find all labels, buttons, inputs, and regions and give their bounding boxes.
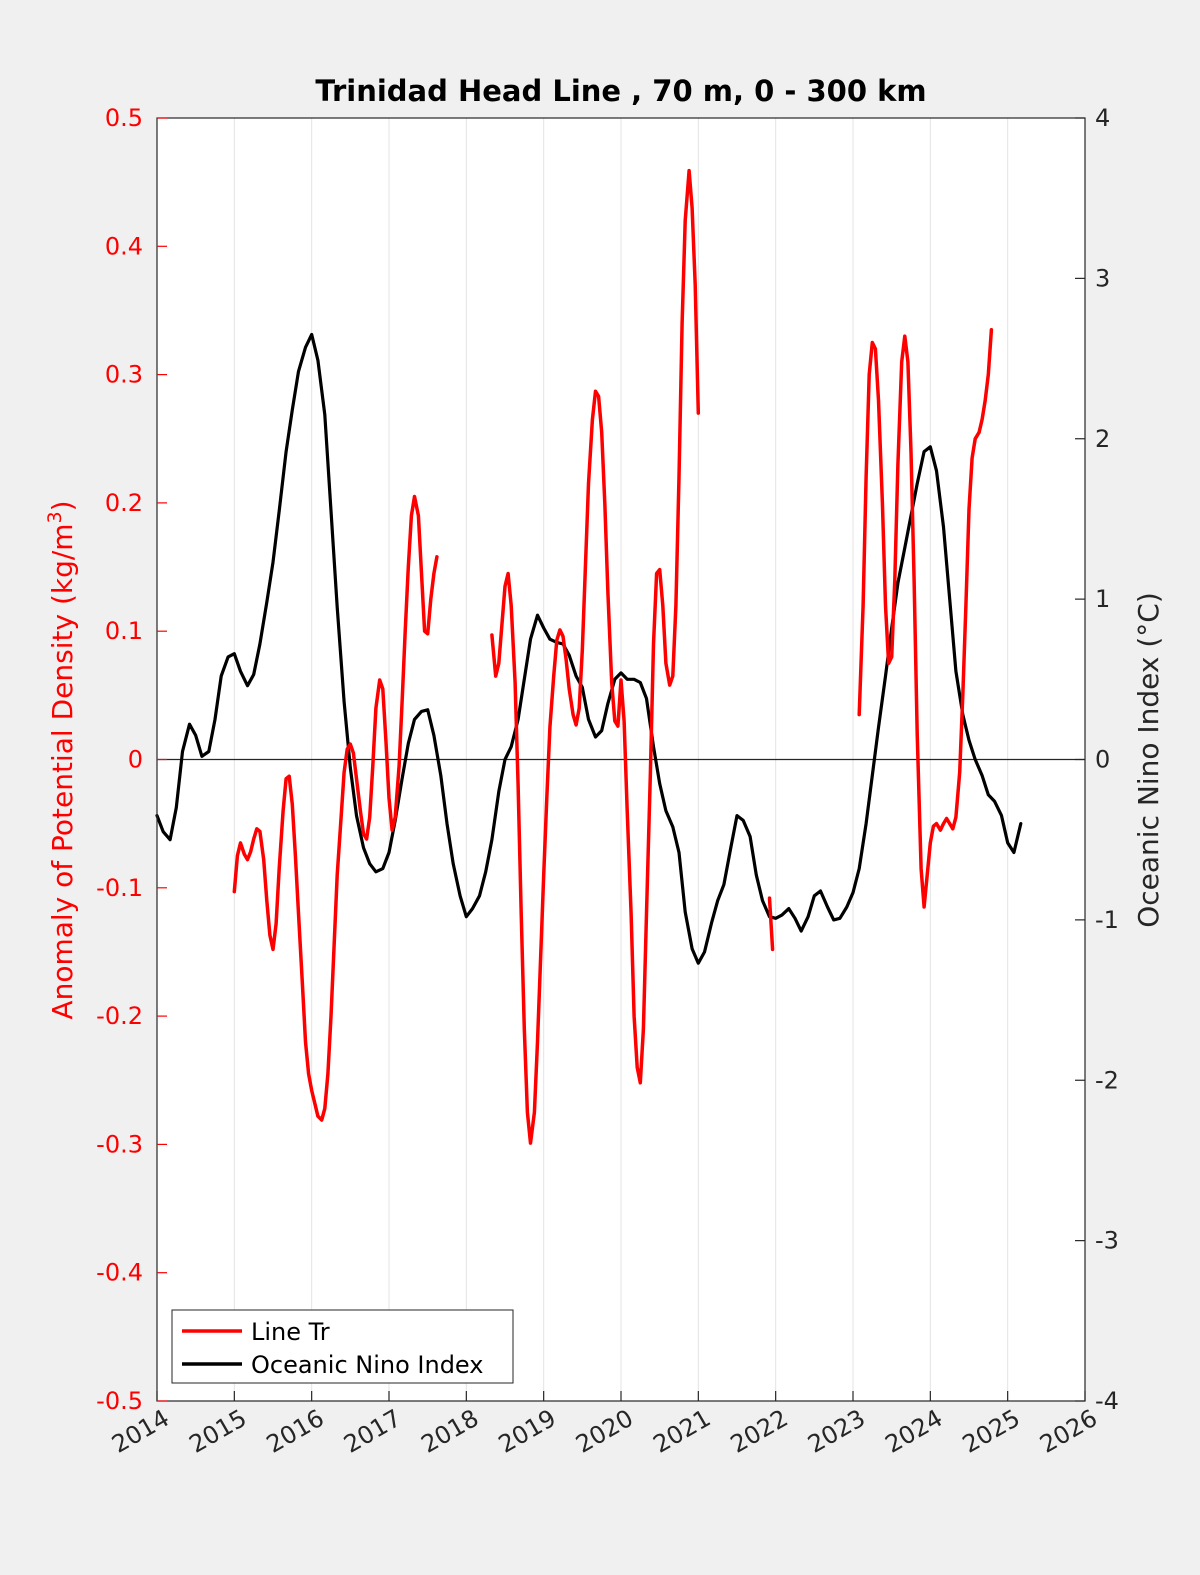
series-line-tr-segment-4 <box>857 327 994 909</box>
y-left-tick-label: -0.2 <box>96 1002 143 1030</box>
y-left-tick-label: -0.4 <box>96 1259 143 1287</box>
y-axis-left-label-main: Anomaly of Potential Density (kg/m <box>46 523 79 1019</box>
y-right-tick-label: 4 <box>1095 104 1110 132</box>
y-right-tick-label: -1 <box>1095 906 1119 934</box>
y-axis-right-label: Oceanic Nino Index (°C) <box>1132 592 1165 928</box>
y-right-tick-label: 2 <box>1095 425 1110 453</box>
series-layer <box>155 168 1023 1145</box>
y-left-tick-label: 0.5 <box>105 104 143 132</box>
y-left-tick-label: -0.3 <box>96 1130 143 1158</box>
y-axis-left-label: Anomaly of Potential Density (kg/m3) <box>44 500 79 1019</box>
y-axis-left-label-superscript: 3 <box>44 511 66 523</box>
legend-label-oni: Oceanic Nino Index <box>251 1351 483 1379</box>
legend-label-line-tr: Line Tr <box>251 1318 330 1346</box>
y-left-tick-label: -0.1 <box>96 874 143 902</box>
y-right-tick-label: 1 <box>1095 585 1110 613</box>
y-left-tick-label: 0.2 <box>105 489 143 517</box>
y-left-tick-label: 0.3 <box>105 361 143 389</box>
y-right-tick-label: -2 <box>1095 1066 1119 1094</box>
legend-box <box>171 1309 514 1384</box>
y-right-tick-label: -4 <box>1095 1387 1119 1415</box>
series-line-tr-segment-1 <box>232 494 439 1122</box>
y-left-tick-label: 0.4 <box>105 232 143 260</box>
y-right-tick-label: 0 <box>1095 746 1110 774</box>
series-line-tr-segment-3 <box>767 896 775 952</box>
y-left-tick-label: 0 <box>128 746 143 774</box>
legend: Line Tr Oceanic Nino Index <box>171 1309 514 1384</box>
chart-title: Trinidad Head Line , 70 m, 0 - 300 km <box>315 74 926 108</box>
series-line-tr-segment-2 <box>490 168 701 1145</box>
y-left-tick-label: 0.1 <box>105 617 143 645</box>
y-left-tick-label: -0.5 <box>96 1387 143 1415</box>
y-right-tick-label: -3 <box>1095 1227 1119 1255</box>
series-oceanic-nino-index-line <box>155 332 1023 965</box>
y-axis-left-label-close: ) <box>46 500 79 511</box>
y-right-tick-label: 3 <box>1095 264 1110 292</box>
